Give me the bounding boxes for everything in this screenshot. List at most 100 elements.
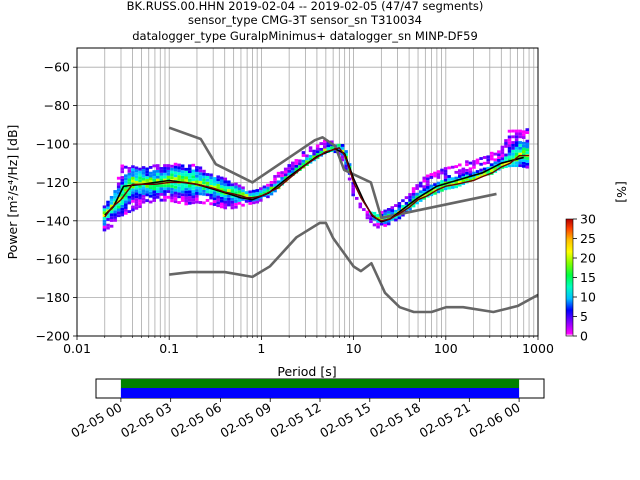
y-tick-label: −100	[36, 137, 70, 152]
heatmap-cell	[170, 164, 174, 168]
heatmap-cell	[262, 185, 267, 189]
heatmap-cell	[177, 166, 181, 170]
heatmap-cell	[120, 210, 125, 214]
x-tick-label: 0.1	[159, 341, 179, 356]
heatmap-cell	[418, 184, 423, 188]
heatmap-cell	[102, 214, 107, 217]
heatmap-cell	[479, 157, 483, 160]
heatmap-cell	[124, 165, 128, 169]
heatmap-cell	[138, 173, 142, 177]
x-axis-ticks: 0.01 0.1 1 10 100 1000	[63, 336, 554, 356]
heatmap-cell	[195, 197, 199, 201]
heatmap-cell	[102, 211, 107, 215]
heatmap-cell	[369, 220, 373, 224]
heatmap-cell	[262, 191, 267, 195]
heatmap-cell	[266, 195, 270, 199]
heatmap-cell	[468, 178, 473, 182]
heatmap-cell	[514, 161, 519, 165]
heatmap-cell	[177, 192, 181, 196]
heatmap-cell	[216, 186, 220, 190]
heatmap-cell	[525, 148, 530, 152]
heatmap-cell	[230, 183, 235, 187]
heatmap-cell	[134, 201, 139, 204]
heatmap-cell	[141, 192, 146, 195]
heatmap-cell	[326, 144, 331, 148]
heatmap-cell	[308, 149, 313, 153]
heatmap-cell	[315, 150, 320, 154]
heatmap-cell	[397, 216, 402, 220]
heatmap-cell	[500, 162, 505, 166]
heatmap-cell	[507, 149, 512, 153]
heatmap-cell	[525, 131, 530, 134]
heatmap-cell	[227, 200, 231, 204]
colorbar-tick-label: 20	[580, 251, 596, 266]
heatmap-cell	[234, 191, 238, 195]
heatmap-cell	[195, 194, 199, 198]
heatmap-cell	[191, 201, 196, 205]
heatmap-cell	[212, 203, 217, 206]
heatmap-cell	[127, 189, 132, 193]
heatmap-cell	[170, 190, 174, 194]
heatmap-cell	[443, 172, 448, 176]
heatmap-cell	[223, 186, 228, 190]
heatmap-cell	[223, 200, 228, 204]
heatmap-cell	[187, 196, 192, 199]
heatmap-cell	[436, 175, 441, 179]
heatmap-cell	[237, 193, 242, 197]
heatmap-cell	[248, 193, 252, 197]
heatmap-cell	[269, 180, 274, 184]
heatmap-cell	[514, 149, 519, 153]
heatmap-cell	[198, 178, 203, 181]
heatmap-cell	[131, 171, 135, 174]
heatmap-cell	[394, 209, 398, 213]
heatmap-cell	[525, 128, 530, 132]
heatmap-cell	[322, 142, 327, 146]
heatmap-cell	[209, 185, 213, 188]
heatmap-cell	[131, 191, 135, 195]
heatmap-cell	[202, 181, 206, 185]
heatmap-cell	[166, 175, 171, 179]
heatmap-cell	[184, 185, 188, 189]
heatmap-cell	[472, 163, 476, 166]
heatmap-cell	[518, 129, 522, 133]
heatmap-cell	[173, 168, 178, 172]
timeline-tick-label: 02-05 06	[168, 400, 224, 441]
title-line-1: BK.RUSS.00.HHN 2019-02-04 -- 2019-02-05 …	[127, 0, 484, 13]
heatmap-cell	[365, 216, 370, 220]
heatmap-cell	[322, 139, 327, 143]
heatmap-cell	[255, 191, 260, 195]
heatmap-cell	[511, 146, 515, 150]
heatmap-cell	[116, 208, 121, 212]
heatmap-cell	[219, 179, 224, 183]
heatmap-cell	[234, 182, 238, 186]
heatmap-cell	[276, 171, 281, 175]
heatmap-cell	[273, 189, 277, 193]
heatmap-cell	[202, 175, 206, 179]
heatmap-cell	[106, 218, 110, 221]
heatmap-cell	[187, 167, 192, 171]
heatmap-cell	[177, 163, 181, 167]
heatmap-cell	[500, 154, 505, 158]
heatmap-cell	[365, 210, 370, 214]
heatmap-cell	[113, 198, 117, 202]
heatmap-cell	[124, 200, 128, 204]
heatmap-cell	[187, 164, 192, 168]
heatmap-cell	[195, 174, 199, 178]
heatmap-cell	[408, 193, 412, 197]
heatmap-cell	[525, 151, 530, 155]
heatmap-cell	[415, 201, 419, 205]
heatmap-cell	[166, 187, 171, 191]
heatmap-cell	[383, 209, 387, 213]
heatmap-cell	[518, 158, 522, 162]
heatmap-cell	[216, 198, 220, 202]
heatmap-cell	[109, 224, 114, 228]
heatmap-cell	[291, 161, 295, 165]
heatmap-cell	[276, 174, 281, 178]
heatmap-cell	[202, 192, 206, 196]
heatmap-cell	[102, 205, 107, 209]
heatmap-cell	[259, 195, 263, 199]
heatmap-cell	[273, 175, 277, 178]
heatmap-cell	[511, 141, 515, 144]
heatmap-cell	[198, 169, 203, 173]
heatmap-cell	[184, 167, 188, 171]
